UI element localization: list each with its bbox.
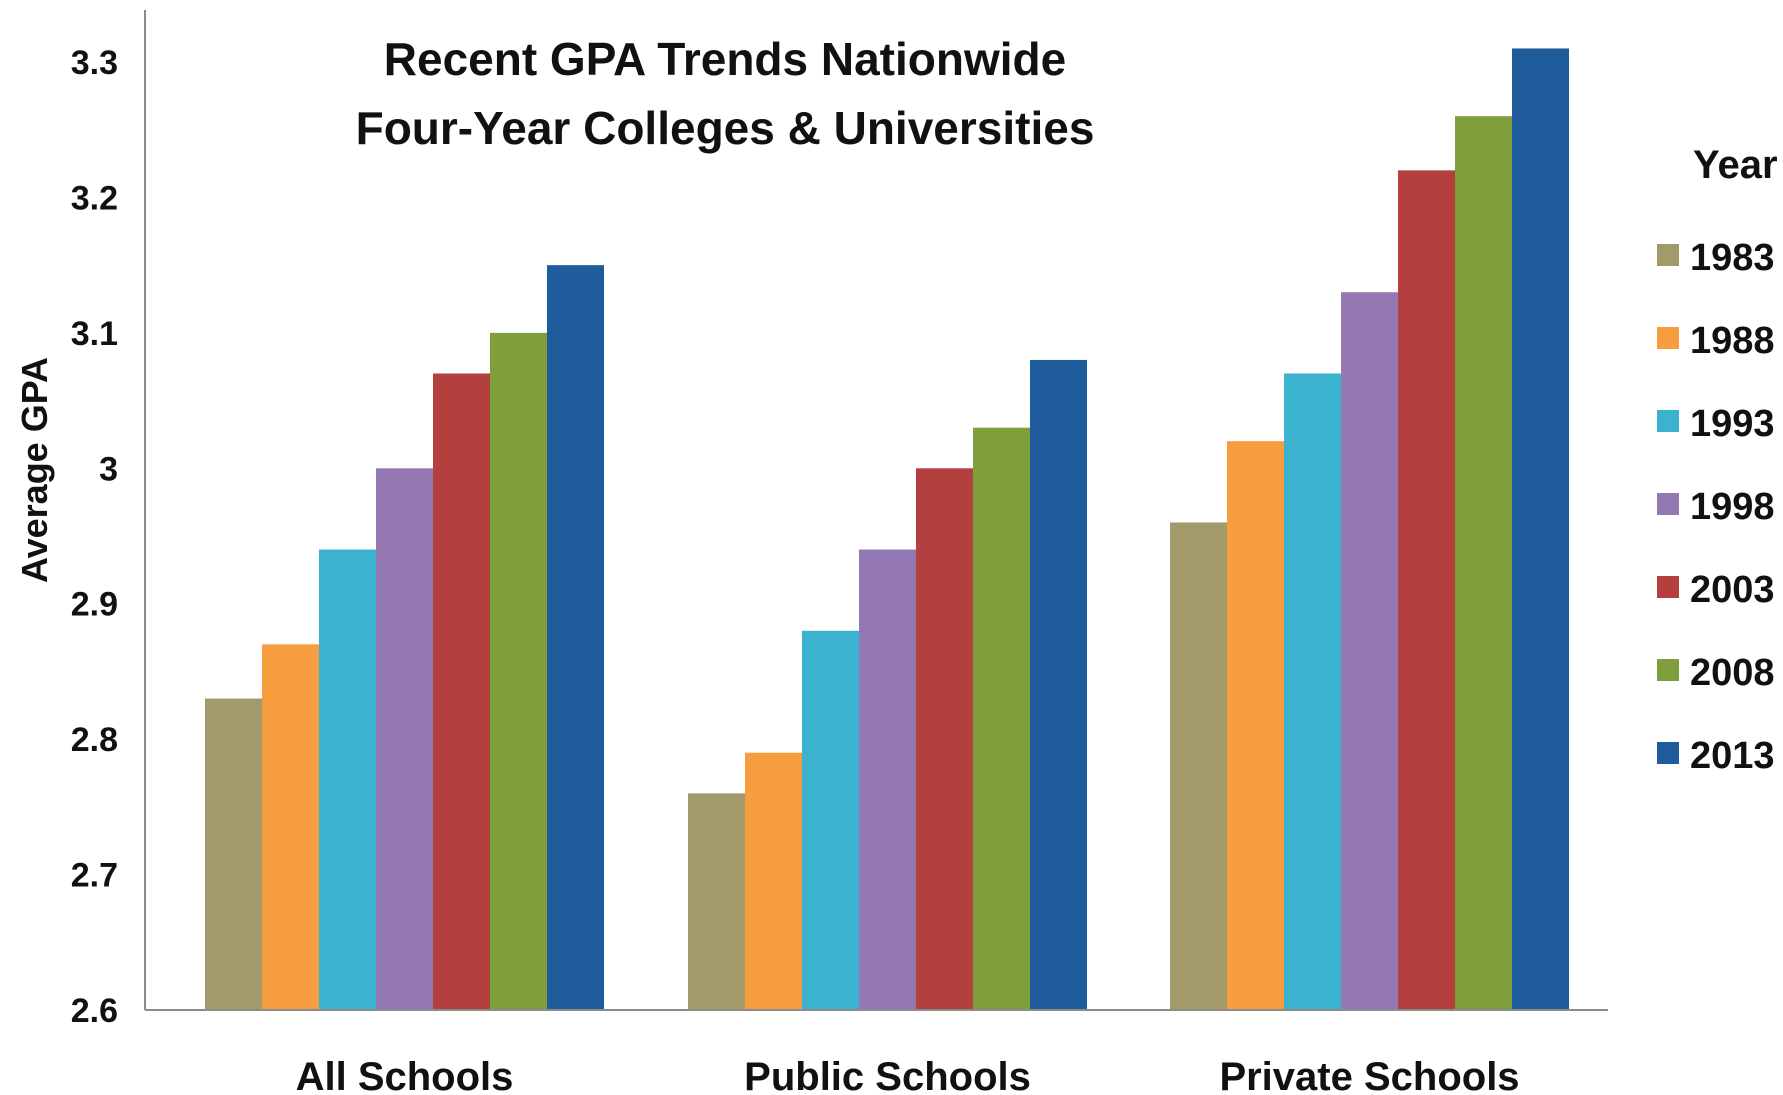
bar-2013-public-schools bbox=[1030, 359, 1087, 1010]
bar-2003-public-schools bbox=[916, 468, 973, 1010]
bar-1998-private-schools bbox=[1341, 292, 1398, 1010]
category-label: All Schools bbox=[296, 1055, 514, 1095]
bar-2008-all-schools bbox=[490, 332, 547, 1010]
category-labels: All Schools Public Schools Private Schools bbox=[296, 1055, 1520, 1095]
y-tick-label: 2.9 bbox=[71, 586, 118, 624]
bar-1983-all-schools bbox=[205, 698, 262, 1010]
category-label: Private Schools bbox=[1219, 1055, 1519, 1095]
bar-1988-all-schools bbox=[262, 644, 319, 1010]
y-tick-label: 3.1 bbox=[71, 315, 118, 353]
legend-label: 2008 bbox=[1690, 652, 1775, 694]
bar-2008-public-schools bbox=[973, 427, 1030, 1011]
bar-2003-private-schools bbox=[1398, 170, 1455, 1011]
bar-1988-private-schools bbox=[1227, 441, 1284, 1010]
bar-1993-all-schools bbox=[319, 549, 376, 1010]
y-axis-title: Average GPA bbox=[14, 357, 55, 583]
chart-title-line-2: Four-Year Colleges & Universities bbox=[356, 102, 1095, 154]
bar-1993-public-schools bbox=[802, 630, 859, 1010]
category-label: Public Schools bbox=[744, 1055, 1031, 1095]
bar-2013-private-schools bbox=[1512, 48, 1569, 1010]
legend-label: 2013 bbox=[1690, 735, 1775, 777]
legend-label: 1993 bbox=[1690, 403, 1775, 445]
chart-title-line-1: Recent GPA Trends Nationwide bbox=[384, 33, 1066, 85]
bar-2003-all-schools bbox=[433, 373, 490, 1010]
legend-swatch bbox=[1657, 493, 1679, 515]
y-tick-label: 2.8 bbox=[71, 721, 118, 759]
bar-1988-public-schools bbox=[745, 752, 802, 1010]
legend-swatch bbox=[1657, 659, 1679, 681]
y-tick-label: 3 bbox=[99, 450, 118, 488]
y-tick-label: 3.2 bbox=[71, 179, 118, 217]
bar-1983-public-schools bbox=[688, 793, 745, 1010]
legend-swatch bbox=[1657, 410, 1679, 432]
legend-swatch bbox=[1657, 327, 1679, 349]
y-tick-label: 2.7 bbox=[71, 857, 118, 895]
y-tick-label: 3.3 bbox=[71, 44, 118, 82]
bars-group bbox=[205, 48, 1569, 1011]
bar-1993-private-schools bbox=[1284, 373, 1341, 1010]
legend-swatch bbox=[1657, 742, 1679, 764]
bar-2008-private-schools bbox=[1455, 116, 1512, 1010]
bar-1998-all-schools bbox=[376, 468, 433, 1010]
legend-title: Year bbox=[1693, 143, 1778, 187]
legend-label: 1998 bbox=[1690, 486, 1775, 528]
legend-label: 2003 bbox=[1690, 569, 1775, 611]
bar-1983-private-schools bbox=[1170, 522, 1227, 1010]
legend-label: 1983 bbox=[1690, 237, 1775, 279]
y-axis-ticks: 2.6 2.7 2.8 2.9 3 3.1 3.2 3.3 bbox=[71, 44, 118, 1030]
legend-swatch bbox=[1657, 244, 1679, 266]
bar-1998-public-schools bbox=[859, 549, 916, 1010]
legend: 1983 1988 1993 1998 2003 2008 2013 bbox=[1657, 237, 1775, 777]
y-tick-label: 2.6 bbox=[71, 992, 118, 1030]
bar-2013-all-schools bbox=[547, 265, 604, 1011]
legend-swatch bbox=[1657, 576, 1679, 598]
legend-label: 1988 bbox=[1690, 320, 1775, 362]
